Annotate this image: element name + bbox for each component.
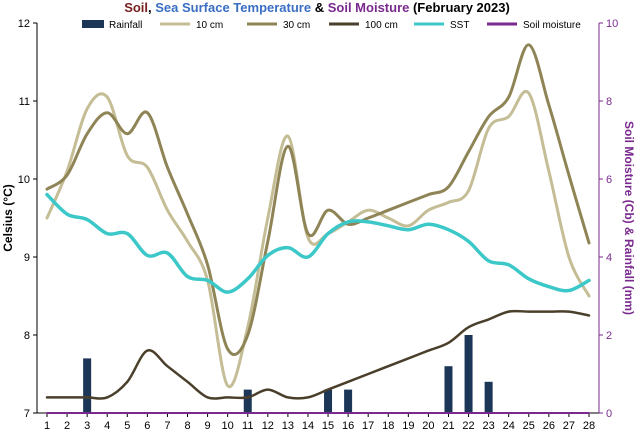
y-tick-right-label: 0 (606, 408, 612, 420)
x-tick-label: 23 (483, 420, 495, 432)
100-cm-line (45, 309, 591, 400)
legend-label: 30 cm (283, 20, 310, 31)
legend-swatch (82, 20, 104, 28)
legend: Rainfall 10 cm 30 cm 100 cm SST Soil moisture (82, 20, 581, 31)
x-tick-label: 10 (222, 420, 234, 432)
x-tick-label: 21 (442, 420, 454, 432)
y-tick-left-label: 10 (18, 174, 30, 186)
title-part: & (311, 0, 328, 15)
legend-label: 10 cm (196, 20, 223, 31)
x-tick-label: 11 (242, 420, 253, 432)
legend-label: 100 cm (365, 20, 398, 31)
y-tick-right-label: 6 (606, 174, 612, 186)
title-part: Soil Moisture (328, 0, 410, 15)
x-tick-label: 5 (124, 420, 130, 432)
x-tick-label: 28 (583, 420, 595, 432)
y-axis-left-label: Celsius (°C) (1, 184, 15, 251)
x-tick-label: 2 (64, 420, 70, 432)
x-tick-label: 24 (503, 420, 515, 432)
title-part: , (148, 0, 155, 15)
y-tick-right-label: 8 (606, 96, 612, 108)
x-tick-label: 3 (84, 420, 90, 432)
x-tick-label: 6 (144, 420, 150, 432)
rainfall-bar (324, 389, 333, 413)
x-tick-label: 22 (462, 420, 474, 432)
y-axis-right-label: Soil Moisture (Cb) & Rainfall (mm) (622, 121, 634, 315)
x-tick-label: 15 (322, 420, 334, 432)
x-tick-label: 16 (342, 420, 354, 432)
x-tick-label: 17 (362, 420, 374, 432)
legend-label: Rainfall (109, 20, 142, 31)
x-tick-label: 4 (104, 420, 110, 432)
x-tick-label: 19 (402, 420, 414, 432)
x-tick-label: 8 (184, 420, 190, 432)
x-tick-label: 20 (422, 420, 434, 432)
x-tick-label: 26 (543, 420, 555, 432)
x-tick-label: 13 (282, 420, 294, 432)
rainfall-bar (83, 358, 92, 413)
legend-label: SST (450, 20, 469, 31)
10-cm-line (45, 89, 591, 389)
y-tick-left-label: 8 (24, 330, 30, 342)
y-tick-left-label: 7 (24, 408, 30, 420)
x-tick-label: 14 (302, 420, 314, 432)
rainfall-bar (444, 366, 453, 413)
x-tick-label: 18 (382, 420, 394, 432)
chart-title: Soil, Sea Surface Temperature & Soil Moi… (124, 0, 510, 15)
title-part: (February 2023) (409, 0, 509, 15)
legend-label: Soil moisture (523, 20, 581, 31)
y-tick-left-label: 11 (19, 96, 30, 108)
sst-line (45, 192, 591, 294)
rainfall-bar (464, 335, 473, 413)
x-tick-label: 25 (523, 420, 535, 432)
x-tick-label: 12 (262, 420, 274, 432)
y-tick-left-label: 9 (24, 252, 30, 264)
y-tick-right-label: 4 (606, 252, 612, 264)
title-part: Soil (124, 0, 148, 15)
30-cm-line (45, 43, 591, 356)
rainfall-bar (344, 389, 353, 413)
rainfall-bar (484, 381, 493, 413)
y-tick-left-label: 12 (18, 18, 30, 30)
x-tick-label: 7 (164, 420, 170, 432)
x-tick-label: 27 (563, 420, 575, 432)
x-tick-label: 9 (205, 420, 211, 432)
y-tick-right-label: 2 (606, 330, 612, 342)
title-part: Sea Surface Temperature (155, 0, 311, 15)
y-tick-right-label: 10 (606, 18, 618, 30)
rainfall-bar (243, 389, 252, 413)
x-tick-label: 1 (44, 420, 50, 432)
